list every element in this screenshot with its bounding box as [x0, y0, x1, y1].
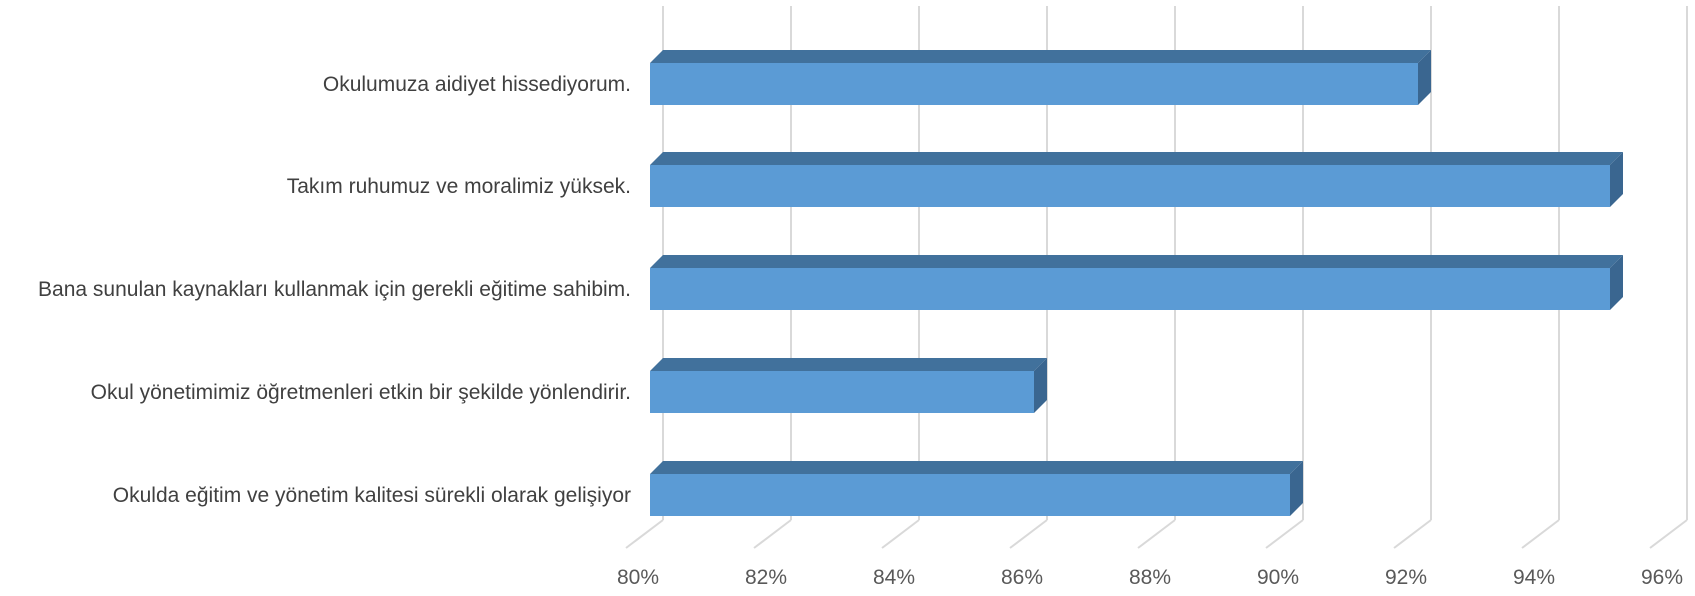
bar-side-face [1610, 255, 1623, 310]
x-tick-label: 80% [617, 566, 659, 589]
floor-gridline [1009, 519, 1048, 549]
category-label: Okulda eğitim ve yönetim kalitesi sürekl… [113, 484, 631, 507]
x-tick-label: 84% [873, 566, 915, 589]
bar-top-face [650, 358, 1047, 371]
category-label: Okulumuza aidiyet hissediyorum. [323, 73, 631, 96]
bar-front-face [650, 474, 1290, 516]
bar-front-face [650, 268, 1610, 310]
floor-gridline [753, 519, 792, 549]
x-tick-label: 90% [1257, 566, 1299, 589]
floor-gridline [1265, 519, 1304, 549]
floor-gridline [1393, 519, 1432, 549]
bar-front-face [650, 165, 1610, 207]
bar [650, 255, 1623, 310]
floor-gridline [1521, 519, 1560, 549]
bar-front-face [650, 63, 1418, 105]
x-tick-label: 96% [1641, 566, 1683, 589]
bar-top-face [650, 461, 1303, 474]
category-label: Takım ruhumuz ve moralimiz yüksek. [287, 175, 631, 198]
bar [650, 461, 1303, 516]
bar [650, 50, 1431, 105]
bar-top-face [650, 50, 1431, 63]
category-label: Bana sunulan kaynakları kullanmak için g… [38, 278, 631, 301]
floor-gridline [1649, 519, 1688, 549]
bar-side-face [1290, 461, 1303, 516]
bar-top-face [650, 152, 1623, 165]
x-tick-label: 92% [1385, 566, 1427, 589]
floor-gridline [881, 519, 920, 549]
bar-side-face [1610, 152, 1623, 207]
floor-gridline [1137, 519, 1176, 549]
x-tick-label: 82% [745, 566, 787, 589]
bar-side-face [1418, 50, 1431, 105]
floor-gridline [625, 519, 664, 549]
bar [650, 358, 1047, 413]
x-tick-label: 86% [1001, 566, 1043, 589]
bar-top-face [650, 255, 1623, 268]
x-tick-label: 94% [1513, 566, 1555, 589]
x-tick-label: 88% [1129, 566, 1171, 589]
bar [650, 152, 1623, 207]
category-label: Okul yönetimimiz öğretmenleri etkin bir … [91, 381, 631, 404]
bar-front-face [650, 371, 1034, 413]
bar-side-face [1034, 358, 1047, 413]
